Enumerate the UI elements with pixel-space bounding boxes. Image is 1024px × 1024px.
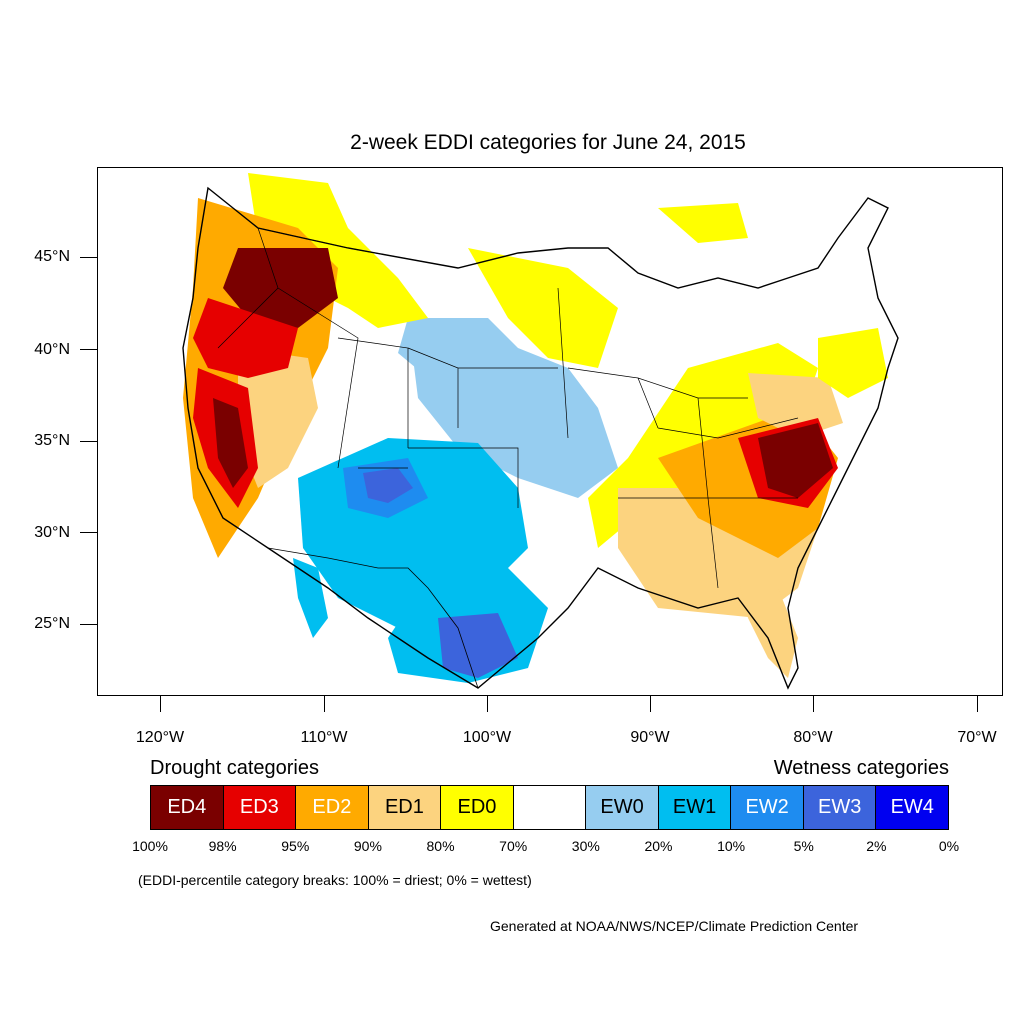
lon-label-70: 70°W <box>957 729 997 746</box>
lon-tick <box>813 696 814 712</box>
region-northern-plains-ed0 <box>468 248 618 368</box>
legend-box-ew4: EW4 <box>876 786 949 829</box>
legend-box-neutral <box>513 786 587 829</box>
mexico-border <box>267 547 479 689</box>
percent-break-label: 70% <box>499 838 528 854</box>
credit-text: Generated at NOAA/NWS/NCEP/Climate Predi… <box>490 918 859 934</box>
lon-label-80: 80°W <box>793 729 833 746</box>
wetness-regions <box>293 318 618 683</box>
percent-break-label: 30% <box>571 838 600 854</box>
percent-break-label: 100% <box>132 838 168 854</box>
percent-break-label: 5% <box>793 838 814 854</box>
legend-box-ed0: ED0 <box>441 786 514 829</box>
legend-box-ew2: EW2 <box>731 786 804 829</box>
percent-break-label: 95% <box>281 838 310 854</box>
category-note: (EDDI-percentile category breaks: 100% =… <box>138 872 532 888</box>
lon-label-120: 120°W <box>135 729 185 746</box>
lat-tick <box>80 624 97 625</box>
percent-break-label: 10% <box>717 838 746 854</box>
region-southeast-ed4 <box>758 423 833 498</box>
canada-border <box>257 227 759 289</box>
lat-tick <box>80 441 97 442</box>
region-pacific-nw-ed4 <box>223 248 338 328</box>
state-lines-west <box>217 227 558 508</box>
region-florida-ed1 <box>738 578 798 678</box>
region-baja-ew1 <box>293 558 328 638</box>
wetness-categories-label: Wetness categories <box>773 757 949 779</box>
region-great-basin-ed1 <box>238 348 318 488</box>
legend-box-ew0: EW0 <box>586 786 659 829</box>
drought-regions <box>183 173 888 678</box>
lat-tick <box>80 349 97 350</box>
drought-categories-label: Drought categories <box>150 757 319 779</box>
legend-box-ed1: ED1 <box>368 786 442 829</box>
lon-label-110: 110°W <box>300 729 348 746</box>
region-northern-rockies-ed0 <box>248 173 428 328</box>
lon-tick <box>650 696 651 712</box>
region-northeast-ed0 <box>818 328 888 398</box>
percent-break-label: 80% <box>426 838 455 854</box>
percent-break-label: 20% <box>644 838 673 854</box>
region-california-ed4 <box>213 398 248 488</box>
legend-box-ed4: ED4 <box>151 786 224 829</box>
percent-break-label: 90% <box>353 838 382 854</box>
map-title: 2-week EDDI categories for June 24, 2015 <box>350 131 746 154</box>
legend-box-ed3: ED3 <box>223 786 297 829</box>
category-legend: ED4 ED3 ED2 ED1 ED0 EW0 EW1 EW2 EW3 EW4 <box>150 785 949 830</box>
percent-break-label: 0% <box>938 838 960 854</box>
lat-label-45: 45°N <box>34 248 70 265</box>
lat-label-35: 35°N <box>34 432 70 449</box>
lon-label-100: 100°W <box>462 729 512 746</box>
lon-label-90: 90°W <box>630 729 670 746</box>
region-pacific-nw-ed3 <box>193 298 298 378</box>
legend-box-ew3: EW3 <box>803 786 877 829</box>
state-lines-east <box>557 287 799 589</box>
lon-tick <box>160 696 161 712</box>
eddi-map <box>97 167 1003 696</box>
borders <box>182 186 899 690</box>
legend-box-ed2: ED2 <box>296 786 369 829</box>
lon-tick <box>977 696 978 712</box>
percent-break-label: 2% <box>866 838 887 854</box>
region-four-corners-ew3 <box>363 468 413 503</box>
region-great-lakes-ed0 <box>658 203 748 243</box>
percent-break-label: 98% <box>208 838 237 854</box>
lat-label-25: 25°N <box>34 615 70 632</box>
lat-tick <box>80 257 97 258</box>
region-northern-plains-ew0 <box>398 318 493 383</box>
lat-tick <box>80 532 97 533</box>
legend-box-ew1: EW1 <box>658 786 732 829</box>
lat-label-30: 30°N <box>34 524 70 541</box>
lon-tick <box>324 696 325 712</box>
lat-label-40: 40°N <box>34 341 70 358</box>
lon-tick <box>487 696 488 712</box>
